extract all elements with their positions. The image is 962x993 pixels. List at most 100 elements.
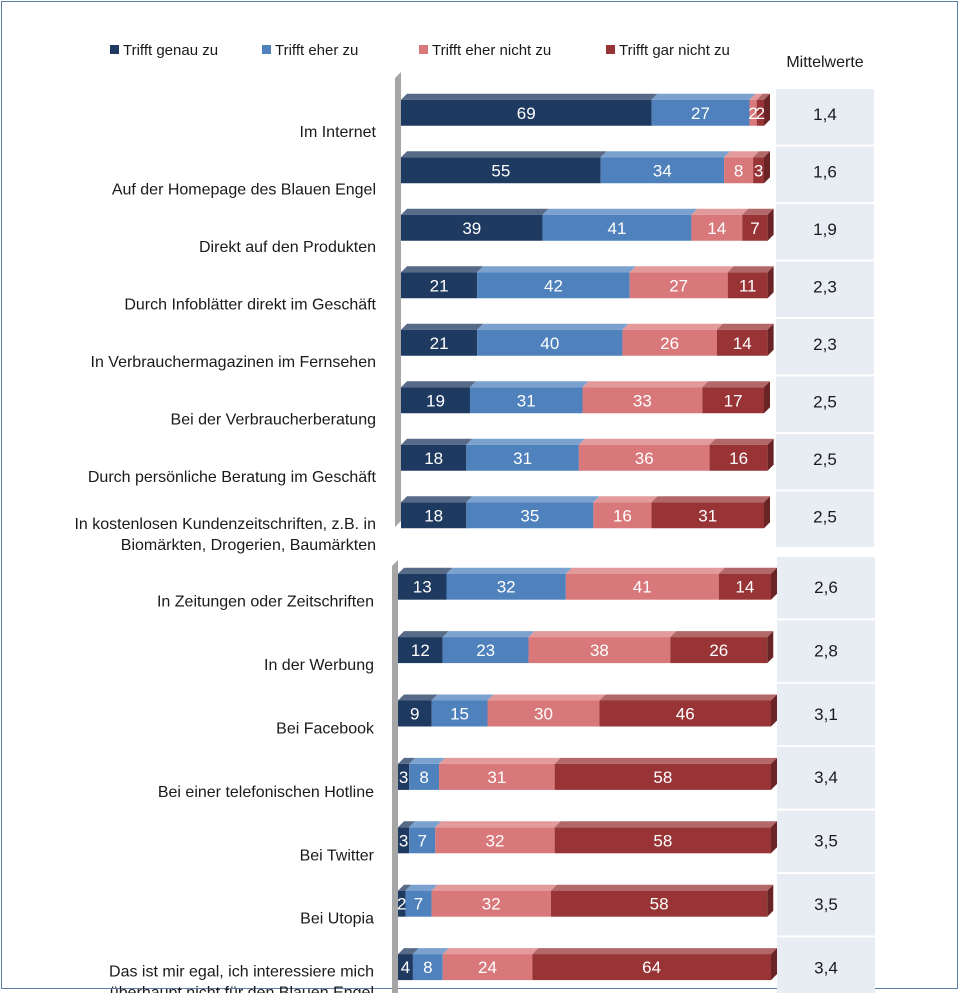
mean-cell — [776, 261, 874, 317]
value-label: 18 — [424, 506, 443, 525]
value-label: 30 — [534, 705, 553, 724]
mean-value: 2,3 — [813, 335, 837, 354]
bar-top — [528, 631, 677, 638]
bar-end — [767, 884, 774, 917]
category-label: In Zeitungen oder Zeitschriften — [157, 594, 374, 611]
bar-end — [767, 438, 774, 471]
bar-segment — [578, 444, 710, 471]
bar-segment — [582, 387, 703, 414]
category-label: Bei Utopia — [300, 911, 374, 928]
bar-end — [771, 821, 777, 854]
bar-top — [651, 93, 756, 100]
axis-wall — [392, 560, 398, 993]
bar-segment — [398, 954, 413, 981]
value-label: 9 — [410, 705, 419, 724]
bar-top — [401, 323, 484, 330]
bar-segment — [651, 502, 764, 529]
mean-value: 2,5 — [813, 508, 837, 527]
value-label: 27 — [691, 104, 710, 123]
bar-top — [742, 208, 774, 215]
bar-segment — [469, 387, 583, 414]
bar-top — [550, 884, 774, 891]
mean-cell — [777, 810, 875, 872]
bar-segment — [401, 157, 601, 184]
bar-segment — [409, 827, 436, 854]
bar-segment — [398, 827, 410, 854]
value-label: 14 — [733, 334, 752, 353]
value-label: 11 — [739, 276, 757, 295]
category-label: Biomärkten, Drogerien, Baumärkten — [121, 537, 376, 554]
mean-value: 3,4 — [814, 958, 838, 977]
bar-segment — [691, 214, 743, 241]
bar-top — [749, 93, 763, 100]
value-label: 41 — [633, 578, 652, 597]
value-label: 40 — [540, 334, 559, 353]
bar-segment — [565, 573, 719, 600]
bar-top — [401, 438, 473, 445]
bar-segment — [442, 637, 529, 664]
value-label: 16 — [613, 506, 632, 525]
bar-top — [716, 323, 774, 330]
mean-header: Mittelwerte — [786, 54, 863, 71]
bar-segment — [742, 214, 768, 241]
bar-segment — [401, 272, 478, 299]
value-label: 58 — [653, 831, 672, 850]
bar-top — [622, 323, 723, 330]
bar-top — [439, 757, 561, 764]
mean-value: 1,4 — [813, 105, 837, 124]
bar-segment — [398, 890, 406, 917]
category-label: Bei einer telefonischen Hotline — [158, 784, 374, 801]
bar-segment — [435, 827, 555, 854]
value-label: 12 — [411, 641, 430, 660]
mean-value: 3,1 — [814, 705, 838, 724]
legend-label: Trifft eher nicht zu — [432, 42, 551, 59]
bar-segment — [401, 502, 467, 529]
value-label: 36 — [635, 449, 654, 468]
bar-segment — [401, 444, 467, 471]
category-label: Im Internet — [300, 124, 377, 141]
category-label: Durch persönliche Beratung im Geschäft — [88, 469, 377, 486]
category-label: In kostenlosen Kundenzeitschriften, z.B.… — [74, 516, 376, 533]
bar-top — [709, 438, 774, 445]
bar-end — [764, 151, 770, 184]
legend-label: Trifft eher zu — [275, 42, 358, 59]
mean-cell — [777, 557, 875, 619]
value-label: 4 — [401, 958, 410, 977]
bar-segment — [442, 954, 533, 981]
bar-end — [771, 757, 777, 790]
bar-top — [477, 266, 636, 273]
mean-value: 2,5 — [813, 393, 837, 412]
bar-top — [398, 884, 412, 891]
value-label: 14 — [707, 219, 726, 238]
category-label: Bei Facebook — [276, 721, 375, 738]
bar-top — [409, 821, 442, 828]
bar-end — [771, 694, 777, 727]
bar-segment — [629, 272, 728, 299]
mean-value: 3,5 — [814, 895, 838, 914]
bar-segment — [477, 329, 623, 356]
bar-top — [565, 567, 725, 574]
bar-top — [718, 567, 777, 574]
bar-end — [767, 266, 774, 299]
value-label: 13 — [413, 578, 432, 597]
bar-segment — [401, 99, 652, 126]
bar-segment — [702, 387, 764, 414]
bar-top — [651, 496, 770, 503]
bar-segment — [487, 700, 600, 727]
bar-top — [398, 567, 453, 574]
category-label: Direkt auf den Produkten — [199, 239, 376, 256]
bar-segment — [724, 157, 754, 184]
bar-segment — [405, 890, 432, 917]
bar-segment — [670, 637, 768, 664]
value-label: 31 — [513, 449, 532, 468]
value-label: 32 — [497, 578, 516, 597]
mean-cell — [776, 146, 874, 202]
value-label: 16 — [729, 449, 748, 468]
value-label: 15 — [450, 705, 469, 724]
bar-end — [771, 948, 777, 981]
mean-cell — [776, 491, 874, 547]
bar-top — [756, 93, 770, 100]
bar-top — [401, 151, 607, 158]
bar-segment — [398, 763, 410, 790]
value-label: 26 — [660, 334, 679, 353]
